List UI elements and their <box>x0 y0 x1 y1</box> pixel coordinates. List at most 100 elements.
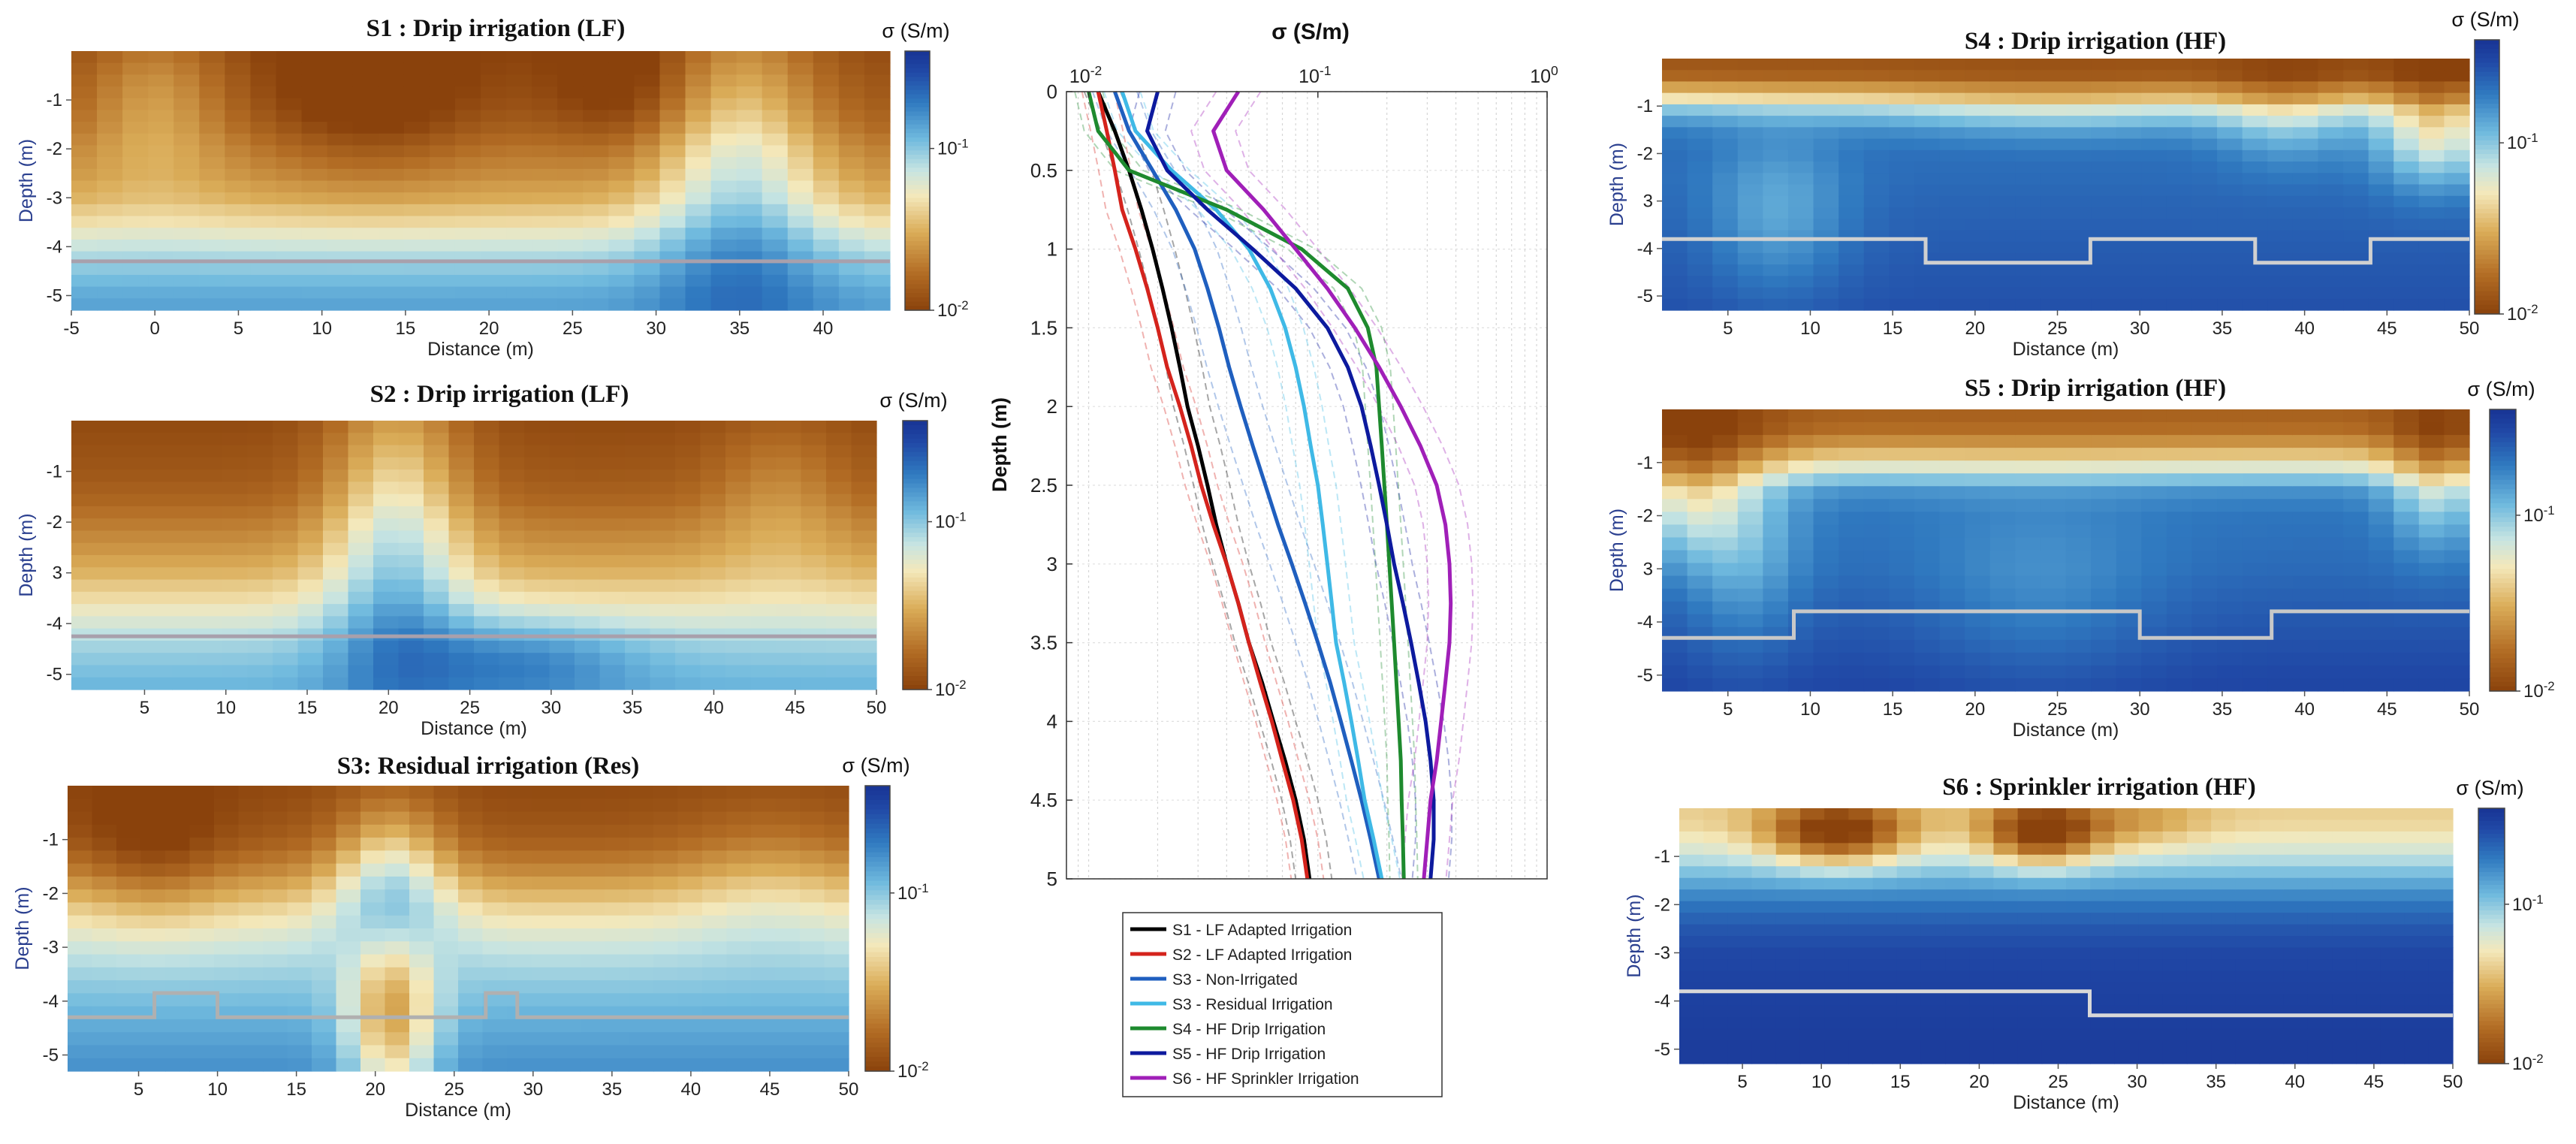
exponent: -2 <box>955 678 967 692</box>
heatmap-cell <box>1872 994 1898 1007</box>
colorbar-band <box>2490 681 2516 687</box>
heatmap-cell <box>725 421 752 433</box>
heatmap-cell <box>531 876 557 890</box>
colorbar-band <box>903 649 928 654</box>
heatmap-cell <box>276 298 303 311</box>
heatmap-cell <box>454 110 481 122</box>
heatmap-cell <box>474 640 500 653</box>
heatmap-cell <box>222 481 249 495</box>
heatmap-cell <box>1872 866 1898 879</box>
colorbar: σ (S/m)10-110-2 <box>2451 8 2538 324</box>
heatmap-cells <box>71 51 891 311</box>
heatmap-cell <box>250 192 277 205</box>
heatmap-cell <box>287 1032 312 1046</box>
heatmap-cell <box>348 567 374 581</box>
heatmap-cell <box>276 286 303 299</box>
heatmap-cell <box>214 980 240 994</box>
heatmap-cell <box>197 604 223 617</box>
heatmap-cell <box>2394 588 2420 602</box>
heatmap-cell <box>429 51 456 64</box>
heatmap-cell <box>2040 241 2067 254</box>
colorbar-band <box>865 886 890 891</box>
heatmap-cell <box>2292 276 2319 288</box>
heatmap-cell <box>838 216 865 228</box>
colorbar-band <box>905 279 930 285</box>
heatmap-cell <box>2307 808 2333 821</box>
heatmap-cell <box>1662 524 1688 539</box>
colorbar-band <box>2475 163 2499 168</box>
heatmap-cell <box>1679 936 1704 949</box>
heatmap-cell <box>433 1045 459 1059</box>
heatmap-cell <box>1965 448 1991 461</box>
heatmap-cell <box>433 928 459 942</box>
heatmap-cell <box>725 481 752 495</box>
y-axis-label: Depth (m) <box>988 397 1011 492</box>
heatmap-cell <box>287 993 312 1007</box>
heatmap-cell <box>2166 70 2193 83</box>
heatmap-cell <box>2186 831 2212 844</box>
heatmap-cell <box>263 850 288 865</box>
heatmap-cell <box>263 889 288 904</box>
heatmap-cell <box>1751 947 1777 960</box>
heatmap-cell <box>2090 820 2115 832</box>
heatmap-cell <box>92 993 117 1007</box>
heatmap-cell <box>629 902 654 916</box>
heatmap-cell <box>2404 843 2430 856</box>
heatmap-cell <box>2040 563 2067 577</box>
heatmap-cell <box>653 811 679 826</box>
heatmap-cell <box>448 457 475 470</box>
colorbar-band <box>903 590 928 596</box>
heatmap-cell <box>659 122 686 134</box>
colorbar-band <box>903 465 928 471</box>
x-axis-label: Distance (m) <box>2013 720 2119 741</box>
heatmap-cell <box>2318 207 2344 219</box>
heatmap-cell <box>1965 639 1991 653</box>
heatmap-cell <box>2292 460 2319 474</box>
heatmap-cell <box>608 239 635 252</box>
heatmap-cell <box>700 518 726 532</box>
heatmap-cell <box>851 677 877 690</box>
heatmap-cell <box>409 863 435 877</box>
heatmap-cell <box>71 555 98 568</box>
heatmap-cell <box>2242 678 2268 692</box>
uncertainty-line <box>1139 91 1401 880</box>
heatmap-cell <box>348 530 374 544</box>
heatmap-cell <box>165 786 191 799</box>
heatmap-cell <box>2166 287 2193 300</box>
heatmap-cell <box>675 542 701 556</box>
heatmap-cell <box>801 469 827 482</box>
heatmap-cell <box>2041 889 2067 902</box>
heatmap-cell <box>2065 230 2092 243</box>
x-tick-label: 15 <box>396 318 416 339</box>
heatmap-cell <box>1662 473 1688 487</box>
heatmap-cell <box>2292 678 2319 692</box>
heatmap-cell <box>2307 970 2333 983</box>
heatmap-cell <box>1889 287 1915 300</box>
x-tick-label: 15 <box>1883 318 1903 339</box>
heatmap-cell <box>2015 524 2041 539</box>
colorbar-band <box>905 198 930 203</box>
heatmap-cell <box>608 228 635 240</box>
heatmap-cell <box>2017 936 2043 949</box>
heatmap-cell <box>2015 448 2041 461</box>
heatmap-cell <box>599 665 626 678</box>
heatmap-cell <box>378 204 405 217</box>
uncertainty-line <box>1128 91 1416 880</box>
heatmap-cell <box>625 567 651 581</box>
heatmap-cell <box>424 653 450 666</box>
heatmap-cell <box>1848 947 1874 960</box>
heatmap-cell <box>2292 575 2319 590</box>
colorbar-band <box>903 542 928 547</box>
heatmap-cell <box>1965 422 1991 436</box>
colorbar-band <box>905 111 930 116</box>
heatmap-cell <box>1813 264 1839 276</box>
heatmap-cell <box>2235 958 2261 971</box>
colorbar-band <box>2478 906 2505 911</box>
heatmap-cell <box>1727 843 1753 856</box>
heatmap-cell <box>634 145 661 158</box>
heatmap-cell <box>2318 230 2344 243</box>
colorbar-band <box>865 833 890 839</box>
heatmap-cell <box>1703 1028 1728 1041</box>
heatmap-cell <box>2394 81 2420 94</box>
heatmap-cell <box>1889 81 1915 94</box>
